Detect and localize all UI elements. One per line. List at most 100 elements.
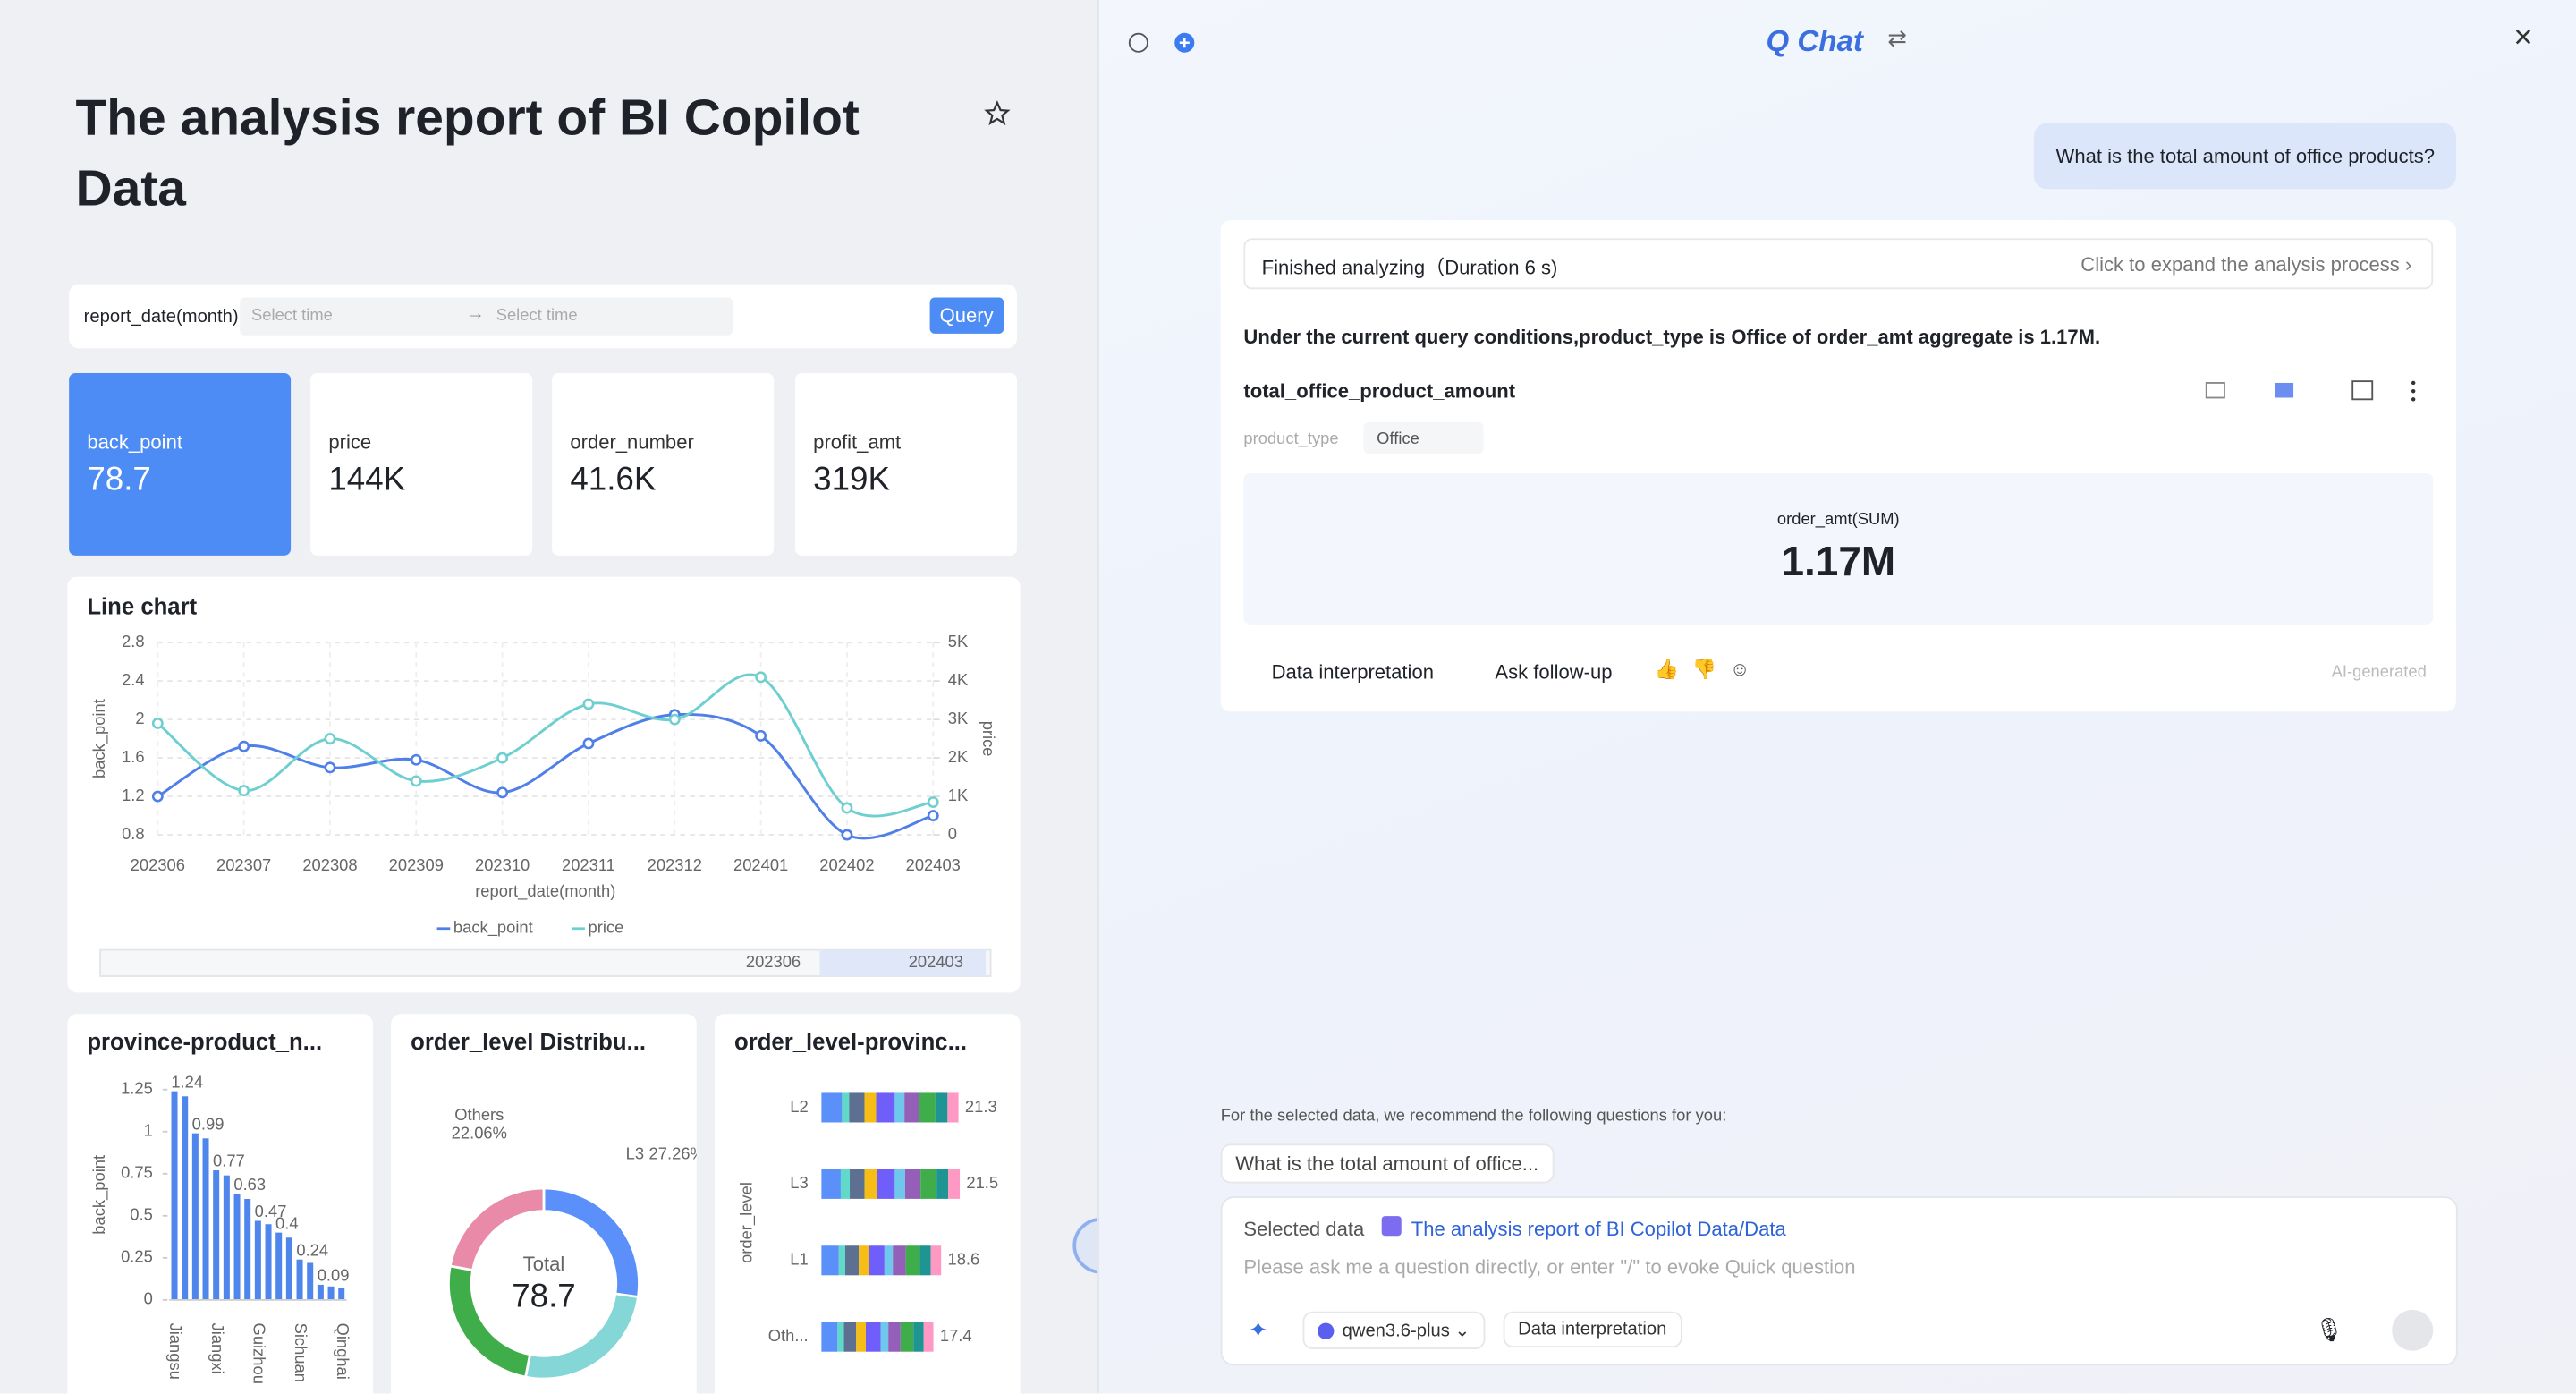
- action-button[interactable]: Ask follow-up: [1495, 660, 1613, 684]
- kpi-card[interactable]: profit_amt 319K: [794, 372, 1017, 556]
- bar-segment: [859, 1245, 869, 1276]
- chart-title: Line chart: [87, 594, 197, 619]
- x-tick-label: 202309: [389, 855, 444, 874]
- y2-tick-label: 1K: [948, 786, 969, 804]
- header-icons[interactable]: [1125, 30, 1224, 55]
- x-tick-label: Jiangxi: [208, 1323, 227, 1374]
- expand-text: Click to expand the analysis process: [2080, 252, 2400, 276]
- status-bar[interactable]: Finished analyzing（Duration 6 s) Click t…: [1243, 238, 2434, 290]
- bar: [202, 1138, 209, 1300]
- y-tick-label: 0.8: [122, 824, 145, 843]
- query-button[interactable]: Query: [929, 297, 1004, 334]
- send-button[interactable]: [2392, 1309, 2434, 1351]
- bar-segment: [866, 1322, 881, 1352]
- start-placeholder: Select time: [251, 307, 333, 326]
- kpi-value: 319K: [813, 462, 890, 498]
- donut-chart: order_level Distribu... L3 27.26% Others22.…: [391, 1014, 697, 1394]
- y-axis-label: back_point: [89, 699, 109, 778]
- bar-segment: [880, 1322, 889, 1352]
- y-tick-label: 1.6: [122, 747, 145, 766]
- kpi-card[interactable]: order_number 41.6K: [552, 372, 775, 556]
- legend-label: price: [589, 918, 624, 937]
- value-label: 0.4: [275, 1213, 299, 1232]
- bar: [265, 1224, 272, 1300]
- magic-icon[interactable]: ✦: [1248, 1316, 1268, 1343]
- result-tools[interactable]: [2203, 378, 2433, 404]
- total-value: 78.7: [512, 1278, 575, 1314]
- donut-segment: [448, 1186, 546, 1272]
- bar-segment: [840, 1169, 851, 1199]
- arrow-icon: →: [466, 303, 485, 324]
- bar-segment: [923, 1322, 934, 1352]
- y-tick-label: L1: [790, 1250, 808, 1269]
- bar: [233, 1194, 241, 1300]
- bar-segment: [850, 1169, 865, 1199]
- expand-link[interactable]: Click to expand the analysis process ›: [2080, 252, 2412, 276]
- user-message: What is the total amount of office produ…: [2034, 123, 2456, 190]
- x-tick-label: 202401: [733, 855, 788, 874]
- y-axis-label: back_point: [89, 1155, 109, 1235]
- star-icon[interactable]: [984, 100, 1011, 126]
- chart-title: order_level-provinc...: [734, 1030, 967, 1055]
- kpi-value: 144K: [328, 462, 406, 498]
- total-label: Total: [523, 1253, 565, 1275]
- mic-icon[interactable]: 🎙: [2314, 1316, 2344, 1343]
- bar-segment: [849, 1092, 865, 1123]
- slice-category: Others: [454, 1105, 504, 1124]
- selected-data-label: Selected data: [1243, 1218, 1365, 1241]
- metric-box: order_amt(SUM) 1.17M: [1243, 472, 2434, 625]
- bar-segment: [904, 1169, 921, 1199]
- model-select[interactable]: qwen3.6-plus ⌄: [1302, 1311, 1485, 1349]
- dataset-icon: [1381, 1216, 1402, 1237]
- series-line: [157, 713, 934, 840]
- value-label: 0.47: [255, 1202, 287, 1220]
- y-tick-label: 0: [144, 1289, 153, 1308]
- report-title: The analysis report of BI Copilot Data: [75, 89, 860, 217]
- feedback-icons[interactable]: 👍👎☺: [1654, 657, 1764, 681]
- bar-segment: [905, 1245, 920, 1276]
- point: [151, 717, 164, 729]
- bar-chart: province-product_n... 0 0.25 0.5 0.75 1 1.25 ba…: [67, 1014, 373, 1394]
- selected-data[interactable]: The analysis report of BI Copilot Data/D…: [1411, 1218, 1786, 1241]
- bar-segment: [877, 1169, 895, 1199]
- y2-tick-label: 3K: [948, 709, 969, 727]
- kpi-card[interactable]: price 144K: [310, 372, 533, 556]
- point: [496, 752, 509, 764]
- chat-panel: Q Chat ⇄ × What is the total amount of o…: [1097, 0, 2576, 1394]
- bar-segment: [913, 1322, 924, 1352]
- zoom-start: 202306: [746, 952, 801, 971]
- filter-select[interactable]: Office: [1363, 422, 1484, 454]
- bar-segment: [894, 1092, 905, 1123]
- point: [324, 761, 336, 774]
- result-title: total_office_product_amount: [1243, 379, 1516, 404]
- kpi-label: profit_amt: [813, 430, 902, 454]
- bar: [171, 1091, 178, 1300]
- action-button[interactable]: Data interpretation: [1271, 660, 1434, 684]
- value-label: 0.09: [318, 1266, 350, 1285]
- bar-segment: [842, 1092, 850, 1123]
- date-range[interactable]: Select time → Select time: [240, 297, 733, 336]
- bar-segment: [821, 1245, 839, 1276]
- answer-text: Under the current query conditions,produ…: [1243, 325, 2101, 349]
- bar-segment: [894, 1169, 905, 1199]
- y-tick-label: L2: [790, 1097, 808, 1116]
- bar-segment: [843, 1322, 857, 1352]
- bar-segment: [919, 1245, 931, 1276]
- bar: [296, 1259, 303, 1300]
- recommend-chip[interactable]: What is the total amount of office...: [1220, 1143, 1554, 1184]
- bar-segment: [936, 1169, 949, 1199]
- slice-label: L3 27.26%: [626, 1143, 697, 1162]
- point: [755, 729, 767, 742]
- switch-icon[interactable]: ⇄: [1887, 24, 1907, 51]
- series-line: [157, 673, 934, 818]
- y-tick-label: 1.2: [122, 786, 145, 804]
- y-tick-label: 2: [135, 709, 144, 727]
- filter-value: Office: [1377, 430, 1419, 449]
- kpi-card[interactable]: back_point 78.7: [69, 372, 292, 556]
- close-button[interactable]: ×: [2513, 20, 2533, 56]
- mode-button[interactable]: Data interpretation: [1503, 1311, 1682, 1348]
- input-box[interactable]: Selected data The analysis report of BI …: [1220, 1196, 2458, 1366]
- kpi-value: 78.7: [87, 462, 151, 498]
- filter-field: product_type: [1243, 430, 1339, 449]
- total-label: 17.4: [940, 1326, 972, 1345]
